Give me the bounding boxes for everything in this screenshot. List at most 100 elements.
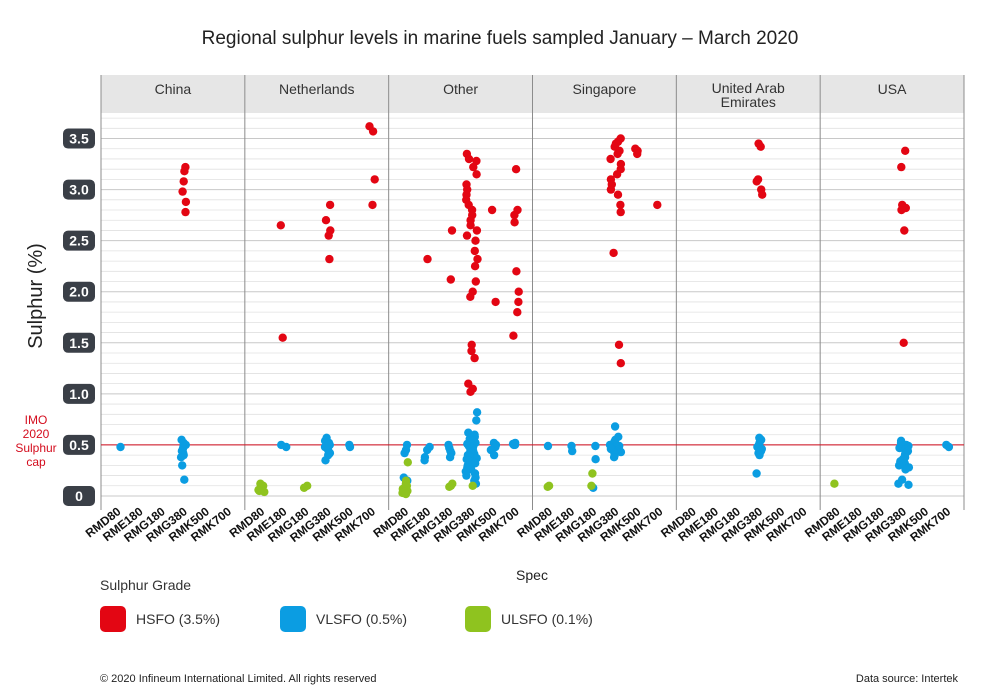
data-point bbox=[510, 210, 519, 220]
data-point bbox=[489, 450, 499, 460]
data-point bbox=[470, 262, 480, 271]
data-point bbox=[345, 442, 355, 452]
y-tick-label: 1.5 bbox=[69, 335, 89, 351]
imo-cap-label-line: cap bbox=[26, 455, 46, 469]
data-point bbox=[178, 187, 187, 196]
data-point bbox=[588, 469, 597, 478]
data-point bbox=[894, 461, 904, 470]
data-point bbox=[944, 442, 954, 452]
legend-swatch bbox=[100, 606, 126, 632]
data-point bbox=[606, 154, 615, 164]
data-point bbox=[420, 456, 429, 465]
data-point bbox=[447, 226, 457, 235]
data-point bbox=[616, 359, 625, 368]
imo-cap-label-line: Sulphur bbox=[15, 441, 56, 455]
data-point bbox=[894, 479, 903, 488]
data-point bbox=[299, 483, 309, 492]
data-point bbox=[904, 480, 913, 489]
y-tick-badge bbox=[63, 281, 95, 302]
data-point bbox=[181, 197, 191, 207]
data-point bbox=[609, 453, 619, 462]
data-point bbox=[587, 481, 596, 490]
panel-title-united-arab-emirates: United Arab Emirates bbox=[712, 80, 785, 110]
data-point bbox=[899, 338, 908, 347]
data-point bbox=[616, 207, 625, 217]
panels-layer: China Netherlands Other Singapore United Ara… bbox=[83, 75, 965, 545]
panel-title-other: Other bbox=[443, 81, 478, 97]
data-point bbox=[116, 442, 125, 452]
y-tick-badge bbox=[63, 332, 95, 353]
data-point bbox=[609, 248, 618, 258]
y-axis: 0 0.5 1.0 1.5 2.0 2.5 3.0 3.5 bbox=[63, 128, 95, 506]
data-point bbox=[653, 200, 662, 210]
y-tick-label: 1.0 bbox=[69, 386, 89, 402]
data-point bbox=[487, 205, 497, 215]
panel-title-usa: USA bbox=[878, 81, 907, 97]
y-tick-label: 0 bbox=[75, 488, 83, 504]
data-point bbox=[368, 127, 378, 136]
data-point bbox=[612, 170, 622, 179]
data-point bbox=[178, 461, 187, 470]
data-point bbox=[897, 162, 906, 172]
data-point bbox=[897, 205, 906, 215]
legend-title: Sulphur Grade bbox=[100, 577, 191, 593]
data-point bbox=[471, 236, 480, 245]
data-point bbox=[613, 190, 623, 199]
data-point bbox=[467, 340, 476, 349]
data-point bbox=[466, 387, 475, 396]
data-point bbox=[468, 481, 477, 490]
data-point bbox=[325, 200, 335, 210]
data-point bbox=[446, 275, 455, 284]
legend: HSFO (3.5%) VLSFO (0.5%) ULSFO (0.1%) bbox=[100, 606, 593, 632]
data-point bbox=[324, 231, 333, 240]
data-point bbox=[470, 246, 479, 256]
copyright-text: © 2020 Infineum International Limited. A… bbox=[100, 673, 377, 685]
legend-label: ULSFO (0.1%) bbox=[501, 611, 593, 627]
legend-swatch bbox=[280, 606, 306, 632]
data-point bbox=[471, 459, 480, 468]
data-point bbox=[423, 254, 432, 264]
panel-title-netherlands: Netherlands bbox=[279, 81, 355, 97]
legend-label: VLSFO (0.5%) bbox=[316, 611, 407, 627]
data-point bbox=[755, 450, 764, 460]
legend-item-ulsfo-0-1: ULSFO (0.1%) bbox=[465, 606, 593, 632]
data-point bbox=[321, 216, 331, 225]
data-point bbox=[509, 331, 518, 340]
data-point bbox=[464, 154, 474, 164]
data-point bbox=[180, 167, 189, 176]
series-ulsfo-0-1 bbox=[254, 458, 839, 499]
data-point bbox=[491, 297, 500, 307]
data-point bbox=[368, 200, 377, 210]
data-point bbox=[278, 333, 287, 342]
data-point bbox=[466, 292, 475, 301]
legend-item-hsfo-3-5: HSFO (3.5%) bbox=[100, 606, 220, 632]
data-point bbox=[901, 465, 910, 474]
data-point bbox=[176, 453, 186, 462]
data-point bbox=[633, 149, 642, 159]
y-tick-label: 2.0 bbox=[69, 284, 89, 300]
data-point bbox=[543, 441, 553, 451]
y-tick-badge bbox=[63, 434, 95, 455]
legend-label: HSFO (3.5%) bbox=[136, 611, 220, 627]
data-point bbox=[510, 440, 520, 450]
y-tick-badge bbox=[63, 486, 95, 506]
y-tick-label: 2.5 bbox=[69, 233, 89, 249]
data-point bbox=[511, 165, 521, 174]
data-point bbox=[543, 482, 552, 491]
data-point bbox=[901, 146, 910, 155]
data-point bbox=[469, 162, 478, 172]
data-point bbox=[462, 471, 471, 480]
data-point bbox=[616, 200, 625, 210]
points-layer bbox=[116, 122, 954, 499]
series-vlsfo-0-5 bbox=[116, 408, 954, 492]
data-point bbox=[568, 446, 577, 456]
imo-cap-label-line: IMO bbox=[25, 413, 48, 427]
data-point bbox=[445, 453, 455, 462]
data-point bbox=[614, 340, 624, 349]
data-point bbox=[401, 489, 411, 499]
y-tick-badge bbox=[63, 383, 95, 404]
data-point bbox=[180, 475, 189, 484]
